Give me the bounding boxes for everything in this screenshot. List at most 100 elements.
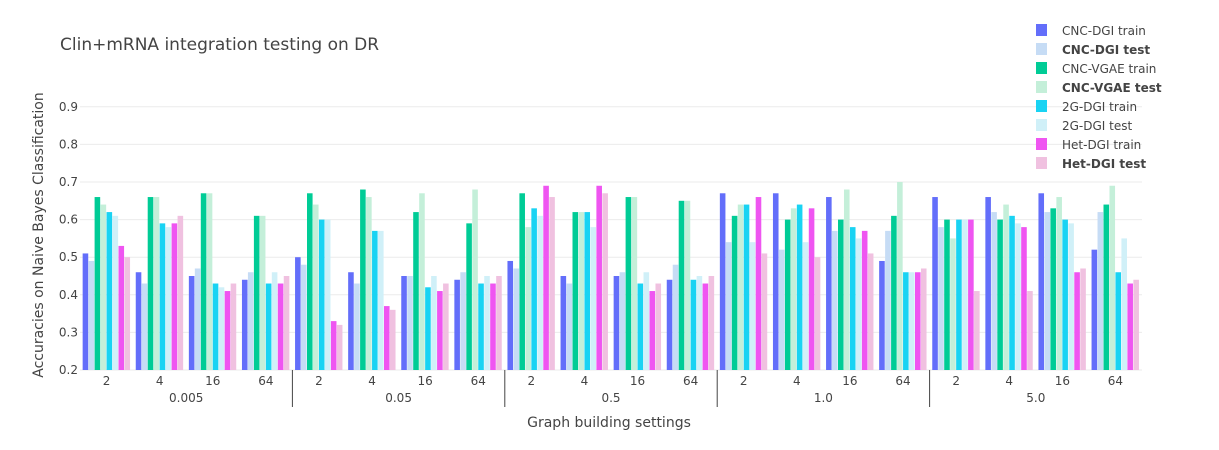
legend-item[interactable]: 2G-DGI train bbox=[1036, 100, 1137, 114]
bar bbox=[283, 276, 290, 370]
x-tick-label: 16 bbox=[205, 374, 220, 388]
y-axis-title: Accuracies on Naive Bayes Classification bbox=[31, 92, 47, 378]
bar bbox=[708, 276, 715, 370]
bar bbox=[401, 276, 407, 370]
bar bbox=[1133, 279, 1139, 370]
legend-item[interactable]: Het-DGI train bbox=[1036, 138, 1141, 152]
bar bbox=[537, 215, 543, 370]
bar bbox=[619, 272, 626, 370]
x-group-label: 0.5 bbox=[601, 391, 620, 405]
bar bbox=[737, 204, 744, 370]
legend-item[interactable]: CNC-VGAE train bbox=[1036, 62, 1156, 76]
bar bbox=[1103, 204, 1110, 370]
x-group-label: 5.0 bbox=[1026, 391, 1045, 405]
bar bbox=[507, 260, 514, 370]
x-group-label: 0.005 bbox=[169, 391, 203, 405]
bar bbox=[1115, 272, 1122, 370]
legend-item[interactable]: 2G-DGI test bbox=[1036, 119, 1132, 133]
bar bbox=[702, 283, 709, 370]
bar bbox=[643, 272, 650, 370]
bar bbox=[696, 276, 703, 370]
y-tick-label: 0.6 bbox=[59, 213, 78, 227]
bar bbox=[584, 212, 591, 370]
bar bbox=[649, 291, 656, 370]
bar bbox=[1127, 283, 1133, 370]
bar bbox=[950, 238, 956, 370]
bar bbox=[731, 215, 738, 370]
x-tick-label: 16 bbox=[842, 374, 857, 388]
y-tick-label: 0.8 bbox=[59, 137, 78, 151]
bar bbox=[472, 189, 478, 370]
legend-label: 2G-DGI test bbox=[1062, 119, 1132, 133]
legend-item[interactable]: CNC-VGAE test bbox=[1036, 81, 1162, 95]
bar bbox=[360, 189, 366, 370]
x-tick-label: 2 bbox=[740, 374, 748, 388]
bar bbox=[802, 242, 809, 370]
x-tick-label: 2 bbox=[528, 374, 536, 388]
bar bbox=[572, 212, 579, 370]
bar bbox=[330, 321, 337, 370]
legend-item[interactable]: CNC-DGI train bbox=[1036, 24, 1146, 38]
bar bbox=[755, 197, 762, 370]
bar bbox=[519, 193, 525, 370]
bar bbox=[212, 283, 219, 370]
y-tick-label: 0.7 bbox=[59, 175, 78, 189]
legend-swatch bbox=[1036, 62, 1047, 74]
bar bbox=[171, 223, 178, 370]
bar bbox=[956, 219, 962, 370]
bar bbox=[725, 242, 732, 370]
bar bbox=[318, 219, 325, 370]
x-tick-label: 16 bbox=[1055, 374, 1070, 388]
bar bbox=[525, 227, 531, 370]
bar bbox=[348, 272, 354, 370]
bar bbox=[590, 227, 596, 370]
bar bbox=[224, 291, 231, 370]
bar bbox=[372, 230, 378, 370]
bar bbox=[265, 283, 272, 370]
bar bbox=[932, 197, 938, 370]
legend-label: 2G-DGI train bbox=[1062, 100, 1137, 114]
legend-item[interactable]: CNC-DGI test bbox=[1036, 43, 1150, 57]
bar bbox=[1009, 215, 1015, 370]
bar bbox=[124, 257, 131, 370]
bar bbox=[543, 185, 549, 370]
x-tick-label: 4 bbox=[1005, 374, 1013, 388]
bar bbox=[277, 283, 284, 370]
legend-label: CNC-VGAE test bbox=[1062, 81, 1162, 95]
y-tick-label: 0.5 bbox=[59, 250, 78, 264]
bar bbox=[425, 287, 431, 370]
bar bbox=[378, 230, 384, 370]
bar bbox=[200, 193, 207, 370]
bar bbox=[602, 193, 608, 370]
bar bbox=[861, 230, 868, 370]
bar bbox=[159, 223, 166, 370]
bar bbox=[631, 197, 638, 370]
bar bbox=[295, 257, 301, 370]
x-tick-label: 4 bbox=[368, 374, 376, 388]
x-tick-label: 4 bbox=[581, 374, 589, 388]
bar bbox=[1097, 212, 1104, 370]
bar bbox=[566, 283, 573, 370]
bar bbox=[1121, 238, 1127, 370]
x-tick-label: 64 bbox=[471, 374, 486, 388]
bar bbox=[1038, 193, 1045, 370]
bar bbox=[855, 238, 862, 370]
bar bbox=[761, 253, 768, 370]
bar bbox=[909, 272, 915, 370]
bar bbox=[985, 197, 991, 370]
bar bbox=[513, 268, 520, 370]
bar bbox=[188, 276, 195, 370]
x-group-label: 0.05 bbox=[385, 391, 412, 405]
bar bbox=[578, 212, 585, 370]
bar bbox=[690, 279, 697, 370]
legend-label: CNC-VGAE train bbox=[1062, 62, 1156, 76]
bar bbox=[897, 182, 903, 370]
bar bbox=[437, 291, 443, 370]
bar bbox=[118, 245, 125, 370]
bar bbox=[112, 215, 119, 370]
legend-swatch bbox=[1036, 81, 1047, 93]
legend-item[interactable]: Het-DGI test bbox=[1036, 157, 1146, 171]
bar bbox=[324, 219, 331, 370]
bar bbox=[194, 268, 201, 370]
bar bbox=[484, 276, 490, 370]
